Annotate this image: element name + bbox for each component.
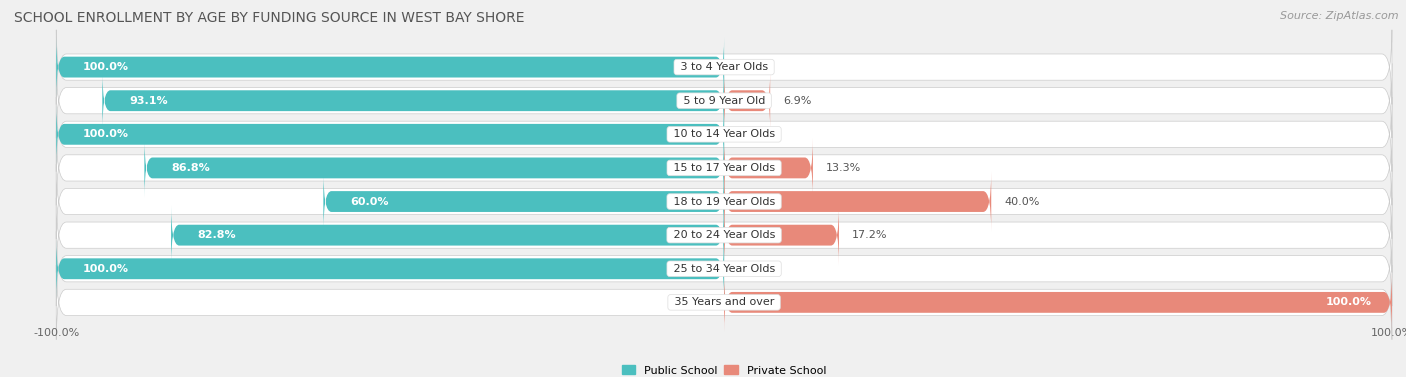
FancyBboxPatch shape [724, 172, 991, 231]
FancyBboxPatch shape [56, 198, 1392, 273]
Text: 82.8%: 82.8% [198, 230, 236, 240]
FancyBboxPatch shape [56, 164, 1392, 239]
Text: 40.0%: 40.0% [1004, 196, 1040, 207]
Text: 6.9%: 6.9% [783, 96, 811, 106]
Text: 35 Years and over: 35 Years and over [671, 297, 778, 307]
Text: 18 to 19 Year Olds: 18 to 19 Year Olds [669, 196, 779, 207]
FancyBboxPatch shape [323, 172, 724, 231]
FancyBboxPatch shape [56, 130, 1392, 205]
Legend: Public School, Private School: Public School, Private School [617, 361, 831, 377]
FancyBboxPatch shape [724, 273, 1392, 332]
Text: 100.0%: 100.0% [83, 62, 129, 72]
FancyBboxPatch shape [724, 71, 770, 130]
Text: 17.2%: 17.2% [852, 230, 887, 240]
Text: 13.3%: 13.3% [827, 163, 862, 173]
Text: 60.0%: 60.0% [350, 196, 388, 207]
Text: 10 to 14 Year Olds: 10 to 14 Year Olds [669, 129, 779, 139]
Text: 0.0%: 0.0% [738, 62, 766, 72]
FancyBboxPatch shape [145, 138, 724, 198]
Text: SCHOOL ENROLLMENT BY AGE BY FUNDING SOURCE IN WEST BAY SHORE: SCHOOL ENROLLMENT BY AGE BY FUNDING SOUR… [14, 11, 524, 25]
FancyBboxPatch shape [56, 37, 724, 97]
Text: 100.0%: 100.0% [83, 129, 129, 139]
FancyBboxPatch shape [724, 138, 813, 198]
Text: 86.8%: 86.8% [172, 163, 209, 173]
Text: 25 to 34 Year Olds: 25 to 34 Year Olds [669, 264, 779, 274]
FancyBboxPatch shape [56, 231, 1392, 306]
FancyBboxPatch shape [172, 205, 724, 265]
Text: 100.0%: 100.0% [83, 264, 129, 274]
FancyBboxPatch shape [56, 30, 1392, 104]
FancyBboxPatch shape [56, 265, 1392, 340]
Text: 0.0%: 0.0% [738, 129, 766, 139]
Text: 93.1%: 93.1% [129, 96, 167, 106]
FancyBboxPatch shape [103, 71, 724, 130]
FancyBboxPatch shape [56, 97, 1392, 172]
FancyBboxPatch shape [56, 104, 724, 164]
Text: 100.0%: 100.0% [1326, 297, 1372, 307]
Text: 3 to 4 Year Olds: 3 to 4 Year Olds [676, 62, 772, 72]
Text: 5 to 9 Year Old: 5 to 9 Year Old [679, 96, 769, 106]
Text: 20 to 24 Year Olds: 20 to 24 Year Olds [669, 230, 779, 240]
FancyBboxPatch shape [724, 205, 839, 265]
Text: 0.0%: 0.0% [738, 264, 766, 274]
Text: Source: ZipAtlas.com: Source: ZipAtlas.com [1281, 11, 1399, 21]
FancyBboxPatch shape [56, 239, 724, 299]
Text: 15 to 17 Year Olds: 15 to 17 Year Olds [669, 163, 779, 173]
FancyBboxPatch shape [56, 63, 1392, 138]
